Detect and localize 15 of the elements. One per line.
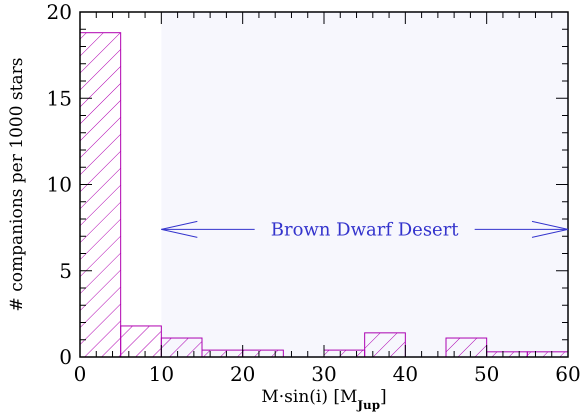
x-tick-label: 40 xyxy=(392,362,418,386)
x-tick-label: 20 xyxy=(230,362,256,386)
x-tick-label: 10 xyxy=(148,362,174,386)
x-tick-label: 50 xyxy=(474,362,500,386)
y-tick-label: 0 xyxy=(59,345,72,369)
y-tick-label: 20 xyxy=(46,0,72,24)
y-tick-label: 5 xyxy=(59,258,72,283)
y-tick-label: 10 xyxy=(46,172,72,196)
x-axis-title: M·sin(i) [M$_{Jup}$] xyxy=(261,387,387,412)
x-tick-label: 30 xyxy=(311,362,337,386)
band-label: Brown Dwarf Desert xyxy=(270,219,460,240)
y-tick-label: 15 xyxy=(46,86,72,110)
x-tick-label: 60 xyxy=(555,362,581,386)
y-axis-title: # companions per 1000 stars xyxy=(7,58,27,312)
x-tick-label: 0 xyxy=(74,362,86,386)
